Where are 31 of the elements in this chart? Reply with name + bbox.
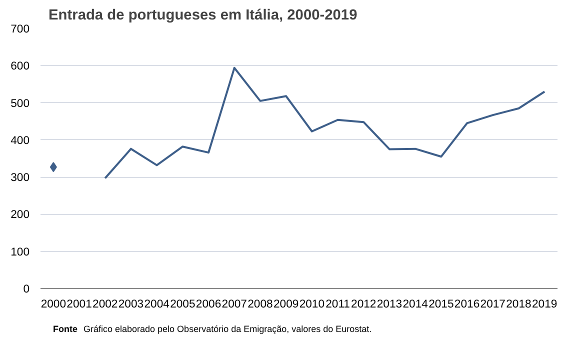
x-tick-label: 2019 bbox=[532, 298, 558, 310]
x-tick-label: 2001 bbox=[66, 298, 92, 310]
x-tick-label: 2006 bbox=[196, 298, 222, 310]
x-tick-label: 2007 bbox=[222, 298, 247, 310]
y-tick-label: 200 bbox=[10, 209, 30, 222]
x-tick-label: 2012 bbox=[351, 298, 376, 310]
x-tick-label: 2009 bbox=[273, 298, 299, 310]
x-tick-label: 2010 bbox=[299, 298, 325, 310]
x-tick-label: 2015 bbox=[428, 298, 454, 310]
x-tick-label: 2011 bbox=[326, 298, 350, 310]
x-tick-label: 2008 bbox=[248, 298, 273, 310]
y-tick-label: 0 bbox=[23, 284, 30, 296]
x-tick-label: 2013 bbox=[376, 298, 402, 310]
y-tick-label: 100 bbox=[10, 246, 30, 258]
chart-title: Entrada de portugueses em Itália, 2000-2019 bbox=[48, 8, 358, 24]
x-tick-label: 2018 bbox=[506, 298, 532, 310]
y-tick-label: 400 bbox=[10, 134, 30, 147]
x-tick-label: 2003 bbox=[118, 298, 144, 310]
x-tick-label: 2002 bbox=[92, 298, 118, 310]
x-tick-label: 2005 bbox=[170, 298, 196, 310]
text: Gráfico elaborado pelo Observatório da Emigração, valores do Eurostat. bbox=[84, 324, 372, 334]
y-tick-label: 700 bbox=[10, 24, 30, 36]
y-tick-label: 600 bbox=[10, 60, 30, 73]
x-tick-label: 2016 bbox=[454, 298, 480, 310]
x-tick-label: 2017 bbox=[480, 298, 506, 310]
y-tick-label: 500 bbox=[10, 98, 30, 110]
text: Fonte bbox=[53, 324, 78, 334]
x-tick-label: 2004 bbox=[144, 298, 170, 310]
x-tick-label: 2000 bbox=[40, 298, 66, 310]
y-tick-label: 300 bbox=[10, 172, 30, 184]
x-tick-label: 2014 bbox=[402, 298, 428, 310]
